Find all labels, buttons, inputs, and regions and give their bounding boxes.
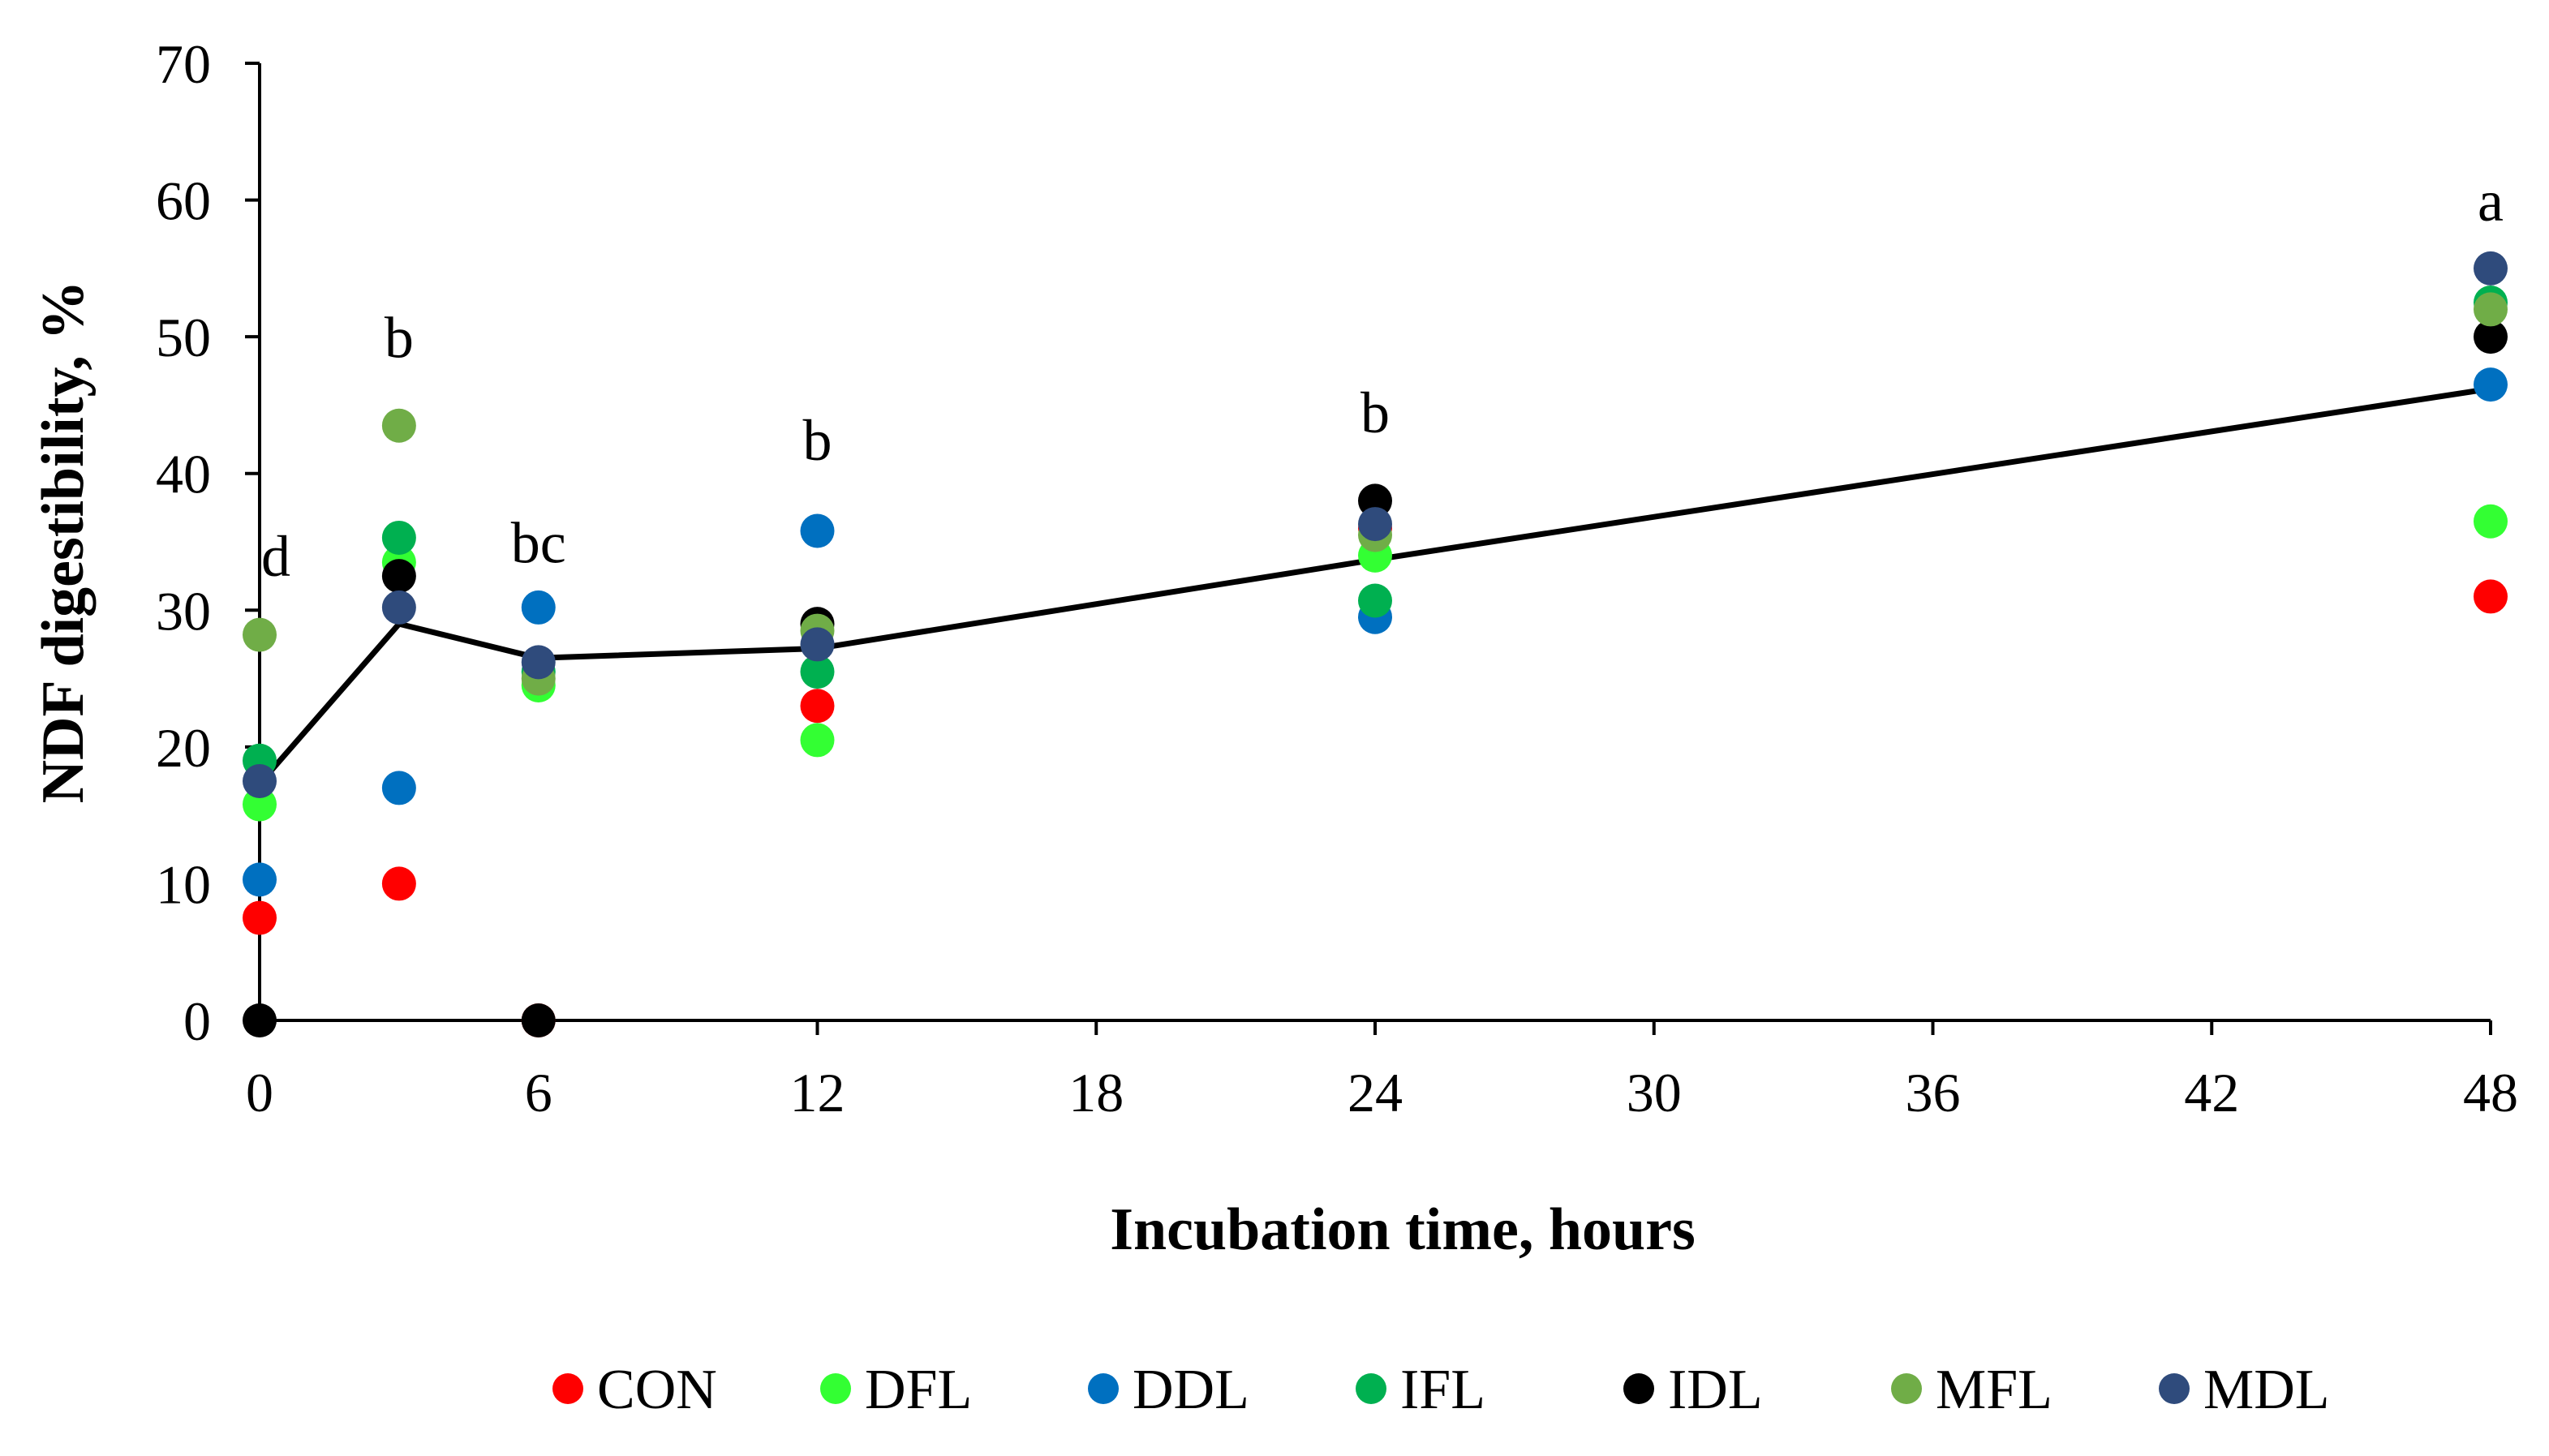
x-tick-label: 18 <box>1068 1062 1124 1123</box>
point-ddl <box>800 513 835 548</box>
legend-label-mdl: MDL <box>2203 1359 2330 1421</box>
mean-line <box>257 385 2491 786</box>
significance-letter: b <box>803 408 832 473</box>
point-idl <box>521 1003 556 1037</box>
legend-marker-idl <box>1623 1373 1654 1404</box>
point-mfl <box>381 408 416 443</box>
x-tick-label: 42 <box>2184 1062 2239 1123</box>
point-idl <box>381 559 416 594</box>
y-tick-label: 40 <box>156 444 211 505</box>
legend-marker-con <box>552 1373 583 1404</box>
significance-letter: d <box>261 524 290 589</box>
y-tick-label: 70 <box>156 33 211 95</box>
point-mfl <box>243 617 277 652</box>
legend-label-idl: IDL <box>1668 1359 1763 1421</box>
y-tick-label: 10 <box>156 853 211 915</box>
significance-letter: b <box>385 305 414 370</box>
legend-label-ifl: IFL <box>1400 1359 1485 1421</box>
y-tick-label: 50 <box>156 307 211 368</box>
legend: CON DFL DDL IFL IDL MFL MDL <box>552 1359 2330 1421</box>
legend-marker-mfl <box>1891 1373 1922 1404</box>
point-con <box>243 900 277 935</box>
tick-labels: 0 10 20 30 40 50 60 70 0 6 12 18 24 30 36 42 48 <box>156 33 2518 1123</box>
point-con <box>381 866 416 901</box>
significance-letter: bc <box>511 510 566 575</box>
mean-line-group <box>257 385 2491 786</box>
y-tick-label: 60 <box>156 170 211 232</box>
point-ddl <box>521 590 556 625</box>
x-tick-label: 36 <box>1906 1062 1961 1123</box>
legend-label-dfl: DFL <box>865 1359 972 1421</box>
x-tick-label: 6 <box>525 1062 552 1123</box>
significance-letter: a <box>2478 169 2504 234</box>
point-mdl <box>2474 251 2508 286</box>
point-idl <box>243 1003 277 1037</box>
point-mdl <box>521 645 556 680</box>
y-axis-title: NDF digestibility, % <box>30 281 97 804</box>
annotations: d b bc b b a <box>261 169 2504 589</box>
point-mdl <box>381 590 416 625</box>
legend-label-con: CON <box>597 1359 717 1421</box>
y-tick-label: 20 <box>156 717 211 779</box>
data-points <box>243 251 2508 1037</box>
point-ddl <box>243 862 277 897</box>
x-tick-label: 0 <box>246 1062 273 1123</box>
x-tick-label: 48 <box>2463 1062 2518 1123</box>
x-tick-label: 24 <box>1348 1062 1403 1123</box>
point-ddl <box>381 771 416 805</box>
point-mdl <box>800 627 835 662</box>
legend-label-mfl: MFL <box>1936 1359 2053 1421</box>
point-ddl <box>2474 367 2508 402</box>
legend-marker-dfl <box>820 1373 851 1404</box>
x-tick-label: 12 <box>790 1062 845 1123</box>
significance-letter: b <box>1360 380 1390 445</box>
x-tick-label: 30 <box>1627 1062 1682 1123</box>
legend-marker-ifl <box>1356 1373 1386 1404</box>
point-idl <box>2474 320 2508 354</box>
point-con <box>800 689 835 724</box>
point-ifl <box>381 520 416 555</box>
point-con <box>2474 579 2508 614</box>
point-mfl <box>2474 292 2508 327</box>
legend-label-ddl: DDL <box>1133 1359 1249 1421</box>
point-ifl <box>800 655 835 689</box>
legend-marker-mdl <box>2159 1373 2190 1404</box>
point-ifl <box>1358 583 1392 618</box>
point-mdl <box>243 764 277 798</box>
point-mdl <box>1358 507 1392 542</box>
y-tick-label: 30 <box>156 580 211 642</box>
legend-marker-ddl <box>1088 1373 1119 1404</box>
y-tick-label: 0 <box>183 990 211 1052</box>
x-axis-title: Incubation time, hours <box>1110 1196 1696 1263</box>
point-dfl <box>2474 504 2508 539</box>
point-dfl <box>800 723 835 758</box>
